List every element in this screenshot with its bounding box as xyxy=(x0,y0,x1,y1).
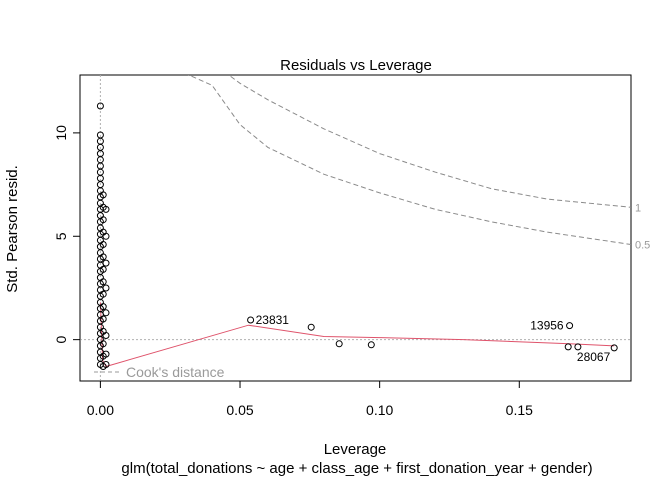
x-tick-label: 0.00 xyxy=(87,402,114,418)
data-point xyxy=(99,290,107,298)
data-point xyxy=(99,253,107,261)
data-point xyxy=(102,259,110,267)
x-tick-label: 0.05 xyxy=(226,402,253,418)
x-axis-label: Leverage xyxy=(324,441,387,458)
data-point xyxy=(102,332,110,339)
data-point xyxy=(610,344,618,352)
legend-label: Cook's distance xyxy=(126,364,225,380)
x-tick-label: 0.10 xyxy=(366,402,393,418)
data-point xyxy=(99,241,107,248)
data-point xyxy=(102,350,110,358)
smoother-line xyxy=(99,302,615,368)
cooks-distance-contour-0-5 xyxy=(187,75,631,245)
cooks-contour-label: 1 xyxy=(635,202,641,214)
cooks-contour-label: 0.5 xyxy=(635,240,650,252)
data-point xyxy=(102,232,110,240)
data-point xyxy=(307,323,315,331)
y-tick-label: 10 xyxy=(53,125,69,141)
data-point xyxy=(574,343,582,351)
chart-title: Residuals vs Leverage xyxy=(280,57,432,74)
cooks-distance-contour-1 xyxy=(227,75,631,208)
data-point xyxy=(99,265,107,273)
data-point xyxy=(99,303,107,311)
y-tick-label: 0 xyxy=(53,335,69,343)
data-point xyxy=(99,216,107,224)
x-tick-label: 0.15 xyxy=(506,402,533,418)
legend: Cook's distance xyxy=(94,364,225,380)
data-point xyxy=(247,316,255,324)
data-point xyxy=(99,340,107,348)
data-point xyxy=(564,343,572,351)
point-label: 13956 xyxy=(530,319,564,333)
data-point xyxy=(566,322,574,330)
point-label: 23831 xyxy=(256,313,290,327)
data-point xyxy=(99,315,107,323)
data-point xyxy=(99,191,107,199)
point-label: 28067 xyxy=(577,350,611,364)
data-point xyxy=(99,278,107,286)
subtitle: glm(total_donations ~ age + class_age + … xyxy=(121,460,592,477)
data-point xyxy=(335,340,343,348)
data-point xyxy=(102,361,110,368)
plot-frame xyxy=(79,74,632,382)
y-axis-label: Std. Pearson resid. xyxy=(4,165,21,293)
y-tick-label: 5 xyxy=(53,232,69,240)
data-point xyxy=(102,309,110,317)
data-point xyxy=(102,284,110,292)
data-point xyxy=(96,102,104,110)
data-point xyxy=(367,341,375,349)
data-point xyxy=(102,205,110,213)
